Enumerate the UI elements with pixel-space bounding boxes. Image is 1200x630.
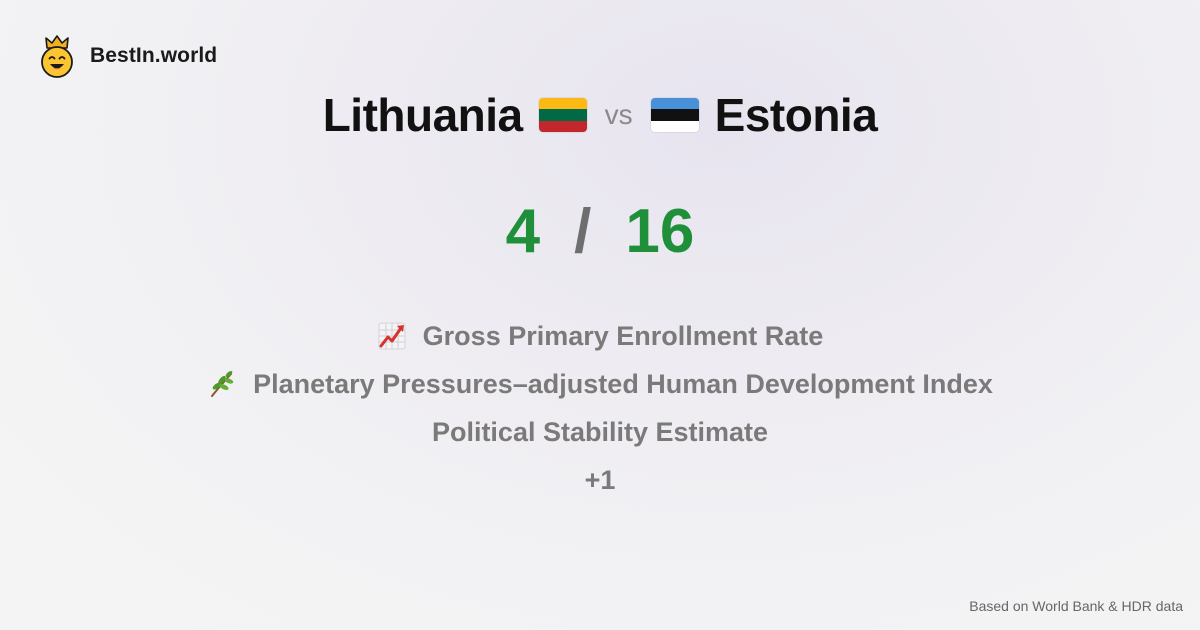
right-country-name[interactable]: Estonia bbox=[714, 89, 878, 141]
right-score: 16 bbox=[625, 197, 695, 266]
flag-stripe-blue bbox=[650, 98, 699, 110]
crowned-smiley-icon bbox=[41, 35, 73, 78]
list-item: Political Stability Estimate bbox=[432, 408, 768, 456]
score-separator: / bbox=[574, 197, 592, 266]
indicator-label: Political Stability Estimate bbox=[431, 416, 769, 447]
flag-stripe-black bbox=[650, 109, 699, 121]
flag-stripe-red bbox=[538, 120, 587, 132]
data-source-note: Based on World Bank & HDR data bbox=[969, 598, 1183, 614]
indicator-label: Gross Primary Enrollment Rate bbox=[422, 320, 824, 351]
more-count: +1 bbox=[584, 464, 616, 495]
flag-stripe-white bbox=[650, 120, 699, 132]
list-item: Gross Primary Enrollment Rate bbox=[377, 312, 824, 360]
brand-name: BestIn.world bbox=[90, 44, 218, 67]
lithuania-flag-icon bbox=[538, 98, 587, 132]
chart-increasing-icon bbox=[378, 322, 406, 350]
vs-label: vs bbox=[604, 99, 633, 130]
flag-stripe-yellow bbox=[538, 98, 587, 110]
flag-stripe-green bbox=[538, 109, 587, 121]
indicator-label: Planetary Pressures–adjusted Human Devel… bbox=[253, 368, 993, 399]
brand[interactable]: BestIn.world bbox=[38, 34, 217, 78]
estonia-flag-icon bbox=[650, 98, 699, 132]
list-item: Planetary Pressures–adjusted Human Devel… bbox=[207, 360, 993, 408]
comparison-title: Lithuania vs Estonia bbox=[0, 88, 1200, 142]
indicator-list: Gross Primary Enrollment Rate Planetary … bbox=[0, 312, 1200, 504]
score: 4 / 16 bbox=[0, 196, 1200, 267]
left-score: 4 bbox=[505, 197, 541, 266]
left-country-name[interactable]: Lithuania bbox=[322, 89, 523, 141]
herb-icon bbox=[211, 371, 234, 397]
